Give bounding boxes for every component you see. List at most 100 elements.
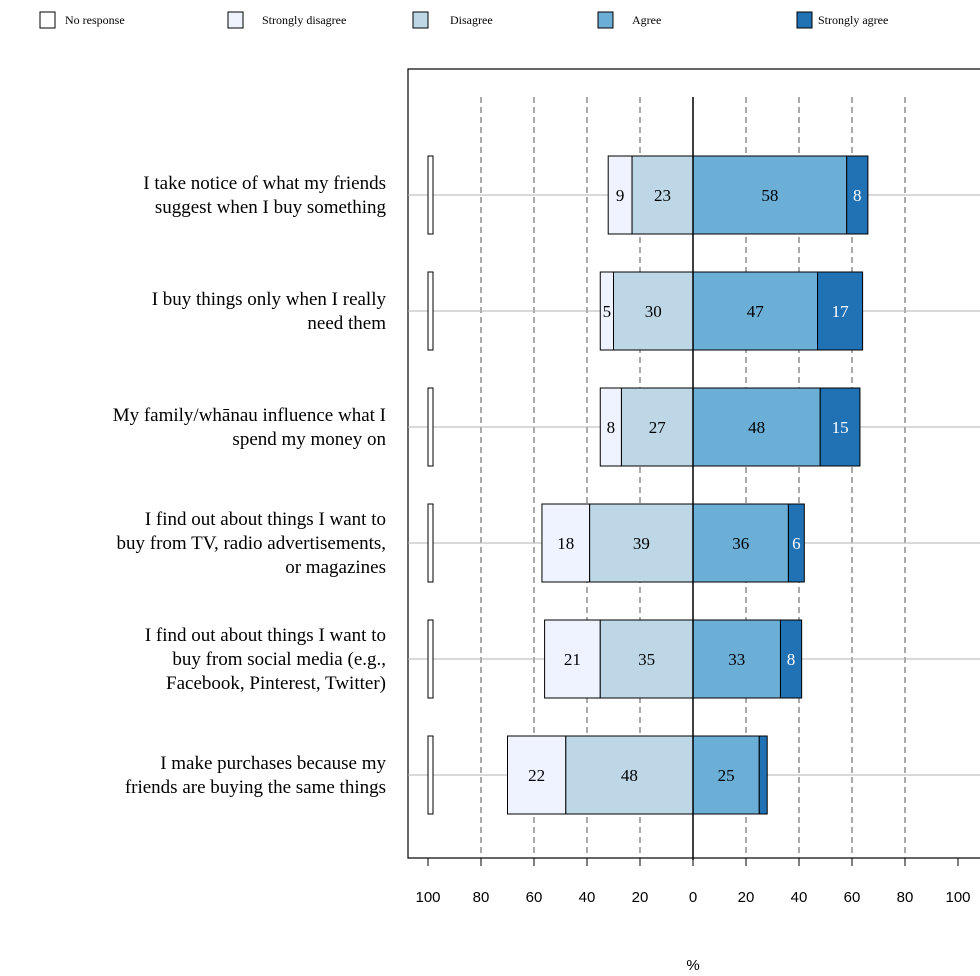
bar-disagree — [589, 503, 694, 583]
x-tick-label: 100 — [945, 889, 970, 906]
legend-swatch-no-response — [39, 11, 56, 29]
legend-label-agree: Agree — [632, 13, 661, 27]
x-axis-label: % — [686, 957, 699, 974]
bar-row: 5 30 47 17 — [408, 271, 980, 351]
data-label-strongly-disagree: 9 — [616, 186, 625, 205]
bar-disagree — [599, 619, 694, 699]
category-label-line: suggest when I buy something — [155, 197, 387, 218]
bar-strongly-agree — [817, 271, 864, 351]
x-tick-label: 60 — [526, 889, 543, 906]
category-label: I find out about things I want to buy fro… — [145, 625, 386, 694]
bar-strongly-disagree — [541, 503, 591, 583]
bar-strongly-agree — [787, 503, 805, 583]
bar-disagree — [620, 387, 694, 467]
bar-strongly-disagree — [507, 735, 567, 815]
legend-swatch-strongly-agree — [796, 11, 813, 29]
legend: No response Strongly disagree Disagree Agre… — [39, 11, 888, 29]
category-label-line: I make purchases because my — [160, 753, 386, 774]
bar-row: 9 23 58 8 — [408, 155, 980, 235]
x-tick-label: 20 — [632, 889, 649, 906]
data-label-disagree: 48 — [621, 766, 638, 785]
category-labels: I take notice of what my friends suggest … — [113, 173, 387, 798]
category-label-line: I find out about things I want to — [145, 625, 386, 646]
bar-strongly-agree — [779, 619, 803, 699]
plot-area: 9 23 58 8 5 30 47 17 8 27 48 15 18 39 36 6 21 35 33 8 22 48 25 — [407, 68, 980, 860]
data-label-strongly-disagree: 18 — [557, 534, 574, 553]
category-label-line: buy from TV, radio advertisements, — [117, 533, 386, 554]
category-label-line: spend my money on — [232, 429, 386, 450]
legend-item-strongly-disagree: Strongly disagree — [227, 11, 346, 29]
data-label-strongly-disagree: 8 — [607, 418, 616, 437]
plot-frame — [407, 68, 980, 859]
bar-disagree — [613, 271, 694, 351]
category-label-line: buy from social media (e.g., — [172, 649, 386, 670]
bar-row: 21 35 33 8 — [408, 619, 980, 699]
bar-strongly-disagree — [544, 619, 601, 699]
x-tick-label: 100 — [415, 889, 440, 906]
category-label-line: friends are buying the same things — [125, 777, 386, 798]
data-label-disagree: 39 — [633, 534, 650, 553]
legend-swatch-strongly-disagree — [227, 11, 244, 29]
data-label-agree: 47 — [747, 302, 765, 321]
bar-no-response — [427, 155, 434, 235]
bar-strongly-agree — [846, 155, 869, 235]
data-label-agree: 48 — [748, 418, 765, 437]
legend-label-no-response: No response — [65, 13, 125, 27]
bar-no-response — [427, 735, 434, 815]
data-label-strongly-agree: 15 — [832, 418, 849, 437]
bar-strongly-agree — [758, 735, 768, 815]
bar-no-response — [427, 271, 434, 351]
bar-agree — [692, 619, 781, 699]
data-label-disagree: 27 — [649, 418, 667, 437]
bar-disagree — [565, 735, 694, 815]
data-label-strongly-agree: 8 — [787, 650, 796, 669]
x-axis: 100 80 60 40 20 0 20 40 60 80 100% — [415, 858, 971, 974]
x-tick-label: 80 — [897, 889, 914, 906]
legend-label-disagree: Disagree — [450, 13, 493, 27]
data-label-disagree: 35 — [638, 650, 655, 669]
data-label-agree: 25 — [718, 766, 735, 785]
category-label-line: Facebook, Pinterest, Twitter) — [166, 673, 386, 694]
bar-row: 22 48 25 — [408, 735, 980, 815]
legend-item-no-response: No response — [39, 11, 125, 29]
legend-label-strongly-disagree: Strongly disagree — [262, 13, 346, 27]
x-tick-label: 40 — [579, 889, 596, 906]
bar-agree — [692, 155, 848, 235]
category-label: I take notice of what my friends suggest … — [143, 173, 386, 218]
data-label-strongly-disagree: 5 — [603, 302, 612, 321]
category-label-line: I find out about things I want to — [145, 509, 386, 530]
legend-swatch-agree — [597, 11, 614, 29]
legend-label-strongly-agree: Strongly agree — [818, 13, 888, 27]
x-tick-label: 0 — [689, 889, 697, 906]
category-label-line: need them — [307, 313, 386, 334]
x-tick-label: 20 — [738, 889, 755, 906]
bar-strongly-agree — [819, 387, 861, 467]
bar-agree — [692, 503, 789, 583]
data-label-disagree: 23 — [654, 186, 671, 205]
category-label-line: I buy things only when I really — [152, 289, 387, 310]
data-label-agree: 33 — [728, 650, 745, 669]
category-label-line: My family/whānau influence what I — [113, 405, 386, 426]
category-label: I make purchases because my friends are b… — [125, 753, 387, 798]
x-tick-label: 80 — [473, 889, 490, 906]
category-label: I find out about things I want to buy fro… — [117, 509, 386, 578]
data-label-strongly-agree: 17 — [832, 302, 850, 321]
legend-item-strongly-agree: Strongly agree — [796, 11, 888, 29]
bar-no-response — [427, 503, 434, 583]
category-label: I buy things only when I really need them — [152, 289, 387, 334]
data-label-agree: 36 — [732, 534, 749, 553]
x-tick-label: 40 — [791, 889, 808, 906]
data-label-agree: 58 — [761, 186, 778, 205]
data-label-strongly-agree: 6 — [792, 534, 801, 553]
category-label: My family/whānau influence what I spend m… — [113, 405, 387, 450]
data-label-strongly-disagree: 21 — [564, 650, 581, 669]
x-tick-label: 60 — [844, 889, 861, 906]
legend-swatch-disagree — [412, 11, 429, 29]
legend-item-agree: Agree — [597, 11, 661, 29]
data-label-strongly-disagree: 22 — [528, 766, 545, 785]
data-label-strongly-agree: 8 — [853, 186, 862, 205]
category-label-line: I take notice of what my friends — [143, 173, 386, 194]
bar-no-response — [427, 387, 434, 467]
data-label-disagree: 30 — [645, 302, 662, 321]
